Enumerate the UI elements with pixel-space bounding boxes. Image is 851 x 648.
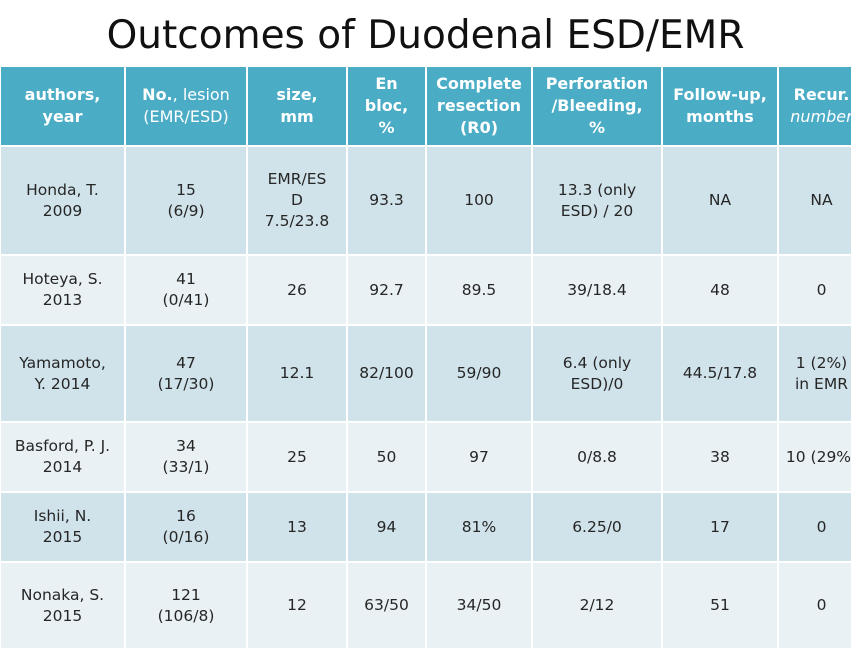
- header-perforation-bleeding: Perforation/Bleeding,%: [533, 67, 661, 145]
- cell-size: 25: [248, 423, 346, 491]
- cell-lesion-count: 34 (33/1): [126, 423, 246, 491]
- cell-complete-resection: 34/50: [427, 563, 531, 648]
- cell-recurrence: 0: [779, 563, 851, 648]
- cell-complete-resection: 81%: [427, 493, 531, 561]
- header-size: size, mm: [248, 67, 346, 145]
- cell-author: Yamamoto, Y. 2014: [1, 326, 124, 421]
- cell-en-bloc: 50: [348, 423, 425, 491]
- header-lesion-count: No., lesion (EMR/ESD): [126, 67, 246, 145]
- header-follow-up: Follow-up, months: [663, 67, 777, 145]
- cell-size: 12.1: [248, 326, 346, 421]
- cell-author: Hoteya, S. 2013: [1, 256, 124, 324]
- cell-follow-up: 38: [663, 423, 777, 491]
- cell-recurrence: 0: [779, 493, 851, 561]
- cell-lesion-count: 41 (0/41): [126, 256, 246, 324]
- cell-recurrence: 10 (29%): [779, 423, 851, 491]
- cell-author: Nonaka, S. 2015: [1, 563, 124, 648]
- cell-en-bloc: 94: [348, 493, 425, 561]
- cell-en-bloc: 92.7: [348, 256, 425, 324]
- cell-author: Honda, T. 2009: [1, 147, 124, 254]
- cell-perforation-bleeding: 6.4 (only ESD)/0: [533, 326, 661, 421]
- cell-en-bloc: 93.3: [348, 147, 425, 254]
- header-complete-resection: Complete resection (R0): [427, 67, 531, 145]
- cell-follow-up: 48: [663, 256, 777, 324]
- cell-perforation-bleeding: 6.25/0: [533, 493, 661, 561]
- cell-follow-up: NA: [663, 147, 777, 254]
- cell-complete-resection: 59/90: [427, 326, 531, 421]
- cell-lesion-count: 121 (106/8): [126, 563, 246, 648]
- cell-recurrence: 1 (2%) in EMR: [779, 326, 851, 421]
- cell-perforation-bleeding: 2/12: [533, 563, 661, 648]
- cell-lesion-count: 15 (6/9): [126, 147, 246, 254]
- cell-size: 13: [248, 493, 346, 561]
- cell-size: 12: [248, 563, 346, 648]
- outcomes-table: authors, year No., lesion (EMR/ESD) size, m…: [1, 67, 851, 648]
- cell-recurrence: NA: [779, 147, 851, 254]
- cell-en-bloc: 63/50: [348, 563, 425, 648]
- cell-complete-resection: 97: [427, 423, 531, 491]
- cell-size: EMR/ES D 7.5/23.8: [248, 147, 346, 254]
- cell-recurrence: 0: [779, 256, 851, 324]
- cell-complete-resection: 89.5: [427, 256, 531, 324]
- header-authors-year: authors, year: [1, 67, 124, 145]
- cell-perforation-bleeding: 13.3 (only ESD) / 20: [533, 147, 661, 254]
- page-title: Outcomes of Duodenal ESD/EMR: [106, 13, 745, 58]
- cell-follow-up: 17: [663, 493, 777, 561]
- cell-lesion-count: 47 (17/30): [126, 326, 246, 421]
- cell-perforation-bleeding: 39/18.4: [533, 256, 661, 324]
- header-en-bloc: En bloc,%: [348, 67, 425, 145]
- cell-complete-resection: 100: [427, 147, 531, 254]
- cell-author: Ishii, N. 2015: [1, 493, 124, 561]
- cell-size: 26: [248, 256, 346, 324]
- cell-author: Basford, P. J. 2014: [1, 423, 124, 491]
- cell-perforation-bleeding: 0/8.8: [533, 423, 661, 491]
- header-recurrence: Recur. number: [779, 67, 851, 145]
- cell-en-bloc: 82/100: [348, 326, 425, 421]
- cell-lesion-count: 16 (0/16): [126, 493, 246, 561]
- cell-follow-up: 51: [663, 563, 777, 648]
- cell-follow-up: 44.5/17.8: [663, 326, 777, 421]
